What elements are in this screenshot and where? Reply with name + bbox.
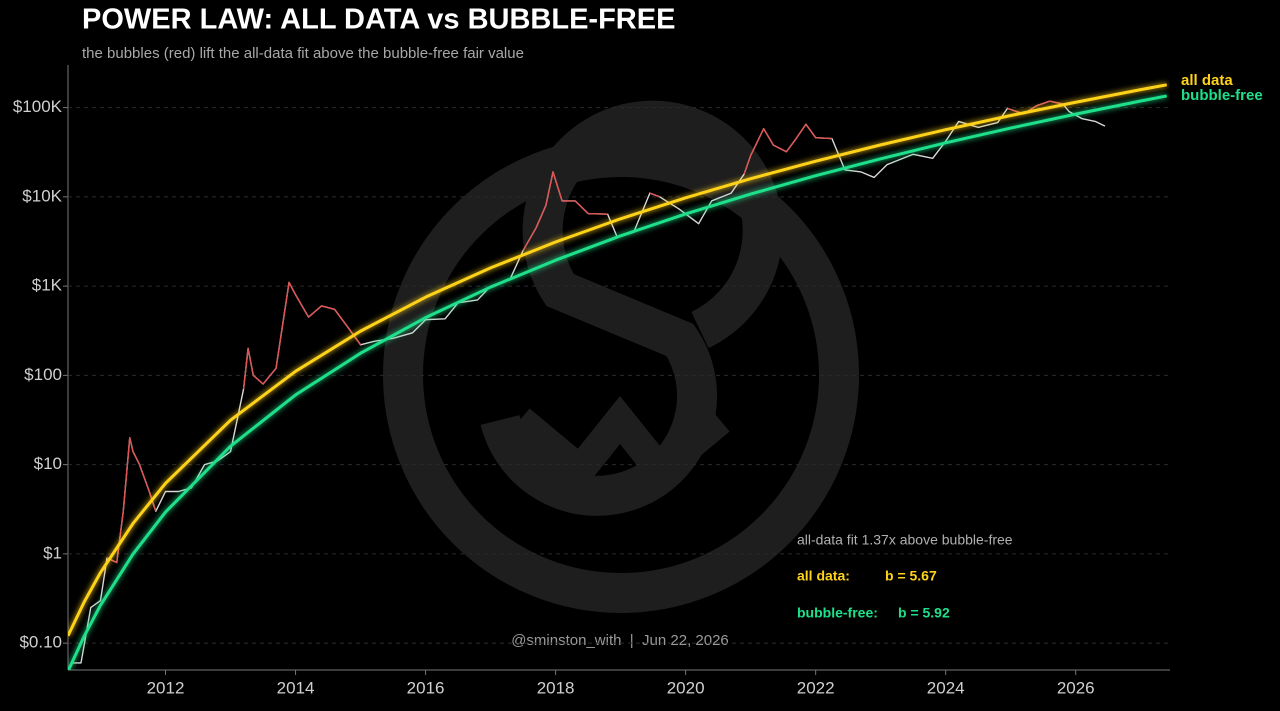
x-tick-label: 2022 [797,678,835,697]
fit-exponent: b = 5.92 [898,605,950,621]
legend-label: all data [1181,72,1233,89]
credit: @sminston_with | Jun 22, 2026 [511,632,729,649]
legend-label: bubble-free [1181,87,1263,104]
y-tick-label: $100 [24,365,62,384]
x-tick-label: 2018 [537,678,575,697]
y-tick-label: $100K [13,97,63,116]
y-tick-label: $10 [34,454,62,473]
plot-area [68,83,1168,670]
fit-label: bubble-free: [797,605,878,621]
chart-title: POWER LAW: ALL DATA vs BUBBLE-FREE [82,4,675,36]
fit-line [68,83,1168,637]
y-tick-label: $1K [32,276,63,295]
y-tick-label: $1 [43,543,62,562]
price-line [106,100,1063,564]
fit-line [68,94,1168,670]
x-tick-label: 2016 [407,678,445,697]
fit-exponent: b = 5.67 [885,568,937,584]
fit-label: all data: [797,568,850,584]
watermark-logo [383,100,859,613]
ratio-note: all-data fit 1.37x above bubble-free [797,532,1013,548]
x-tick-label: 2026 [1057,678,1095,697]
y-tick-label: $10K [22,186,62,205]
y-tick-label: $0.10 [19,633,62,652]
x-tick-label: 2020 [667,678,705,697]
x-tick-label: 2014 [277,678,315,697]
x-tick-label: 2024 [927,678,965,697]
chart-subtitle: the bubbles (red) lift the all-data fit … [82,45,524,62]
x-tick-label: 2012 [147,678,185,697]
